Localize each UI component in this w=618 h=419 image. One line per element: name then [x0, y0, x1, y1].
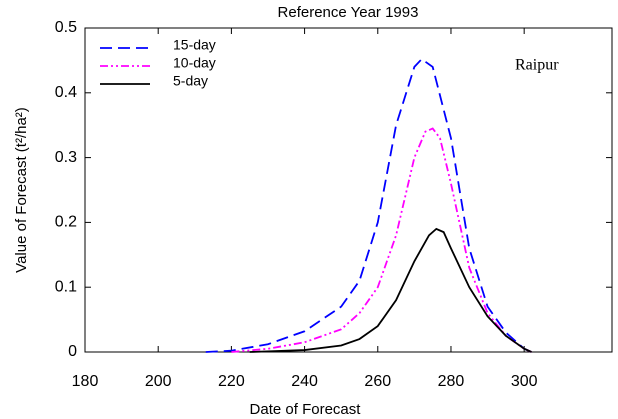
y-tick-label: 0.3	[55, 149, 77, 166]
chart-title: Reference Year 1993	[278, 4, 419, 21]
x-tick-label: 240	[291, 373, 318, 390]
y-tick-label: 0.1	[55, 278, 77, 295]
x-tick-label: 220	[218, 373, 245, 390]
annotation: Raipur	[515, 57, 559, 74]
x-tick-label: 300	[511, 373, 538, 390]
legend-label: 10-day	[173, 55, 216, 71]
y-tick-label: 0.5	[55, 19, 77, 36]
y-tick-label: 0.4	[55, 84, 77, 101]
x-axis-label: Date of Forecast	[250, 401, 362, 418]
series-line	[205, 57, 532, 353]
x-tick-label: 260	[364, 373, 391, 390]
series-line	[249, 227, 532, 353]
legend-label: 15-day	[173, 37, 216, 53]
y-axis-label: Value of Forecast (t²/ha²)	[13, 107, 30, 273]
y-tick-label: 0.2	[55, 214, 77, 231]
y-tick-label: 0	[68, 343, 77, 360]
x-tick-label: 280	[438, 373, 465, 390]
x-tick-label: 200	[145, 373, 172, 390]
series-line	[231, 127, 532, 353]
legend-label: 5-day	[173, 73, 208, 89]
x-tick-label: 180	[72, 373, 99, 390]
plot-frame	[84, 27, 613, 353]
